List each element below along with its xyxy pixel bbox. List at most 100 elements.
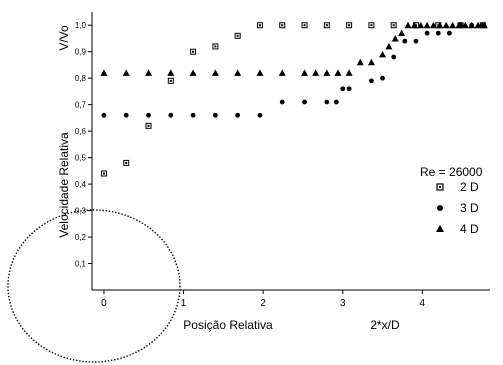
- y-ticks: 0,10,20,30,40,50,60,70,80,91,0: [75, 21, 92, 269]
- legend-item-2d: 2 D: [436, 180, 479, 194]
- point-square: [256, 22, 263, 29]
- y-tick-label: 0,6: [75, 127, 87, 136]
- point-square: [145, 122, 152, 129]
- point-triangle: [410, 21, 418, 29]
- point-triangle: [449, 21, 457, 29]
- y-tick-label: 0,8: [75, 74, 87, 83]
- point-triangle: [423, 21, 431, 29]
- point-triangle: [211, 69, 219, 76]
- point-square: [100, 170, 107, 177]
- point-circle: [123, 112, 129, 118]
- point-triangle: [398, 29, 406, 37]
- point-circle: [235, 112, 241, 118]
- point-circle: [168, 112, 174, 118]
- x-tick-label: 4: [420, 298, 426, 309]
- point-triangle: [234, 69, 242, 76]
- legend-label-4d: 4 D: [460, 222, 479, 236]
- point-circle: [324, 99, 330, 105]
- point-circle: [212, 112, 218, 118]
- point-square: [190, 48, 197, 55]
- series-triangle: [100, 21, 488, 76]
- point-circle: [279, 99, 285, 105]
- legend-marker-circle: [437, 205, 443, 211]
- point-circle: [346, 86, 352, 92]
- legend-title: Re = 26000: [420, 165, 483, 179]
- point-triangle: [480, 21, 488, 29]
- point-circle: [340, 86, 346, 92]
- legend: Re = 26000 2 D 3 D 4 D: [420, 165, 483, 236]
- point-circle: [302, 99, 307, 105]
- point-circle: [190, 112, 196, 118]
- point-triangle: [429, 21, 437, 29]
- point-square: [123, 159, 130, 166]
- point-square: [346, 22, 353, 29]
- legend-item-4d: 4 D: [436, 222, 479, 236]
- y-tick-label: 1,0: [75, 21, 87, 30]
- point-triangle: [334, 69, 342, 76]
- point-square: [368, 22, 375, 29]
- point-triangle: [417, 21, 425, 29]
- point-square: [279, 22, 286, 29]
- point-circle: [447, 30, 452, 36]
- y-tick-label: 0,7: [75, 101, 87, 110]
- x-axis-label: Posição Relativa: [183, 318, 273, 332]
- point-triangle: [323, 69, 331, 76]
- series-layer: [100, 21, 488, 177]
- legend-marker-triangle: [436, 225, 444, 232]
- point-triangle: [189, 69, 197, 76]
- x-tick-label: 1: [181, 298, 187, 309]
- point-triangle: [474, 21, 482, 29]
- y-tick-label: 0,4: [75, 180, 87, 189]
- x-axis-label-right: 2*x/D: [370, 318, 400, 332]
- x-tick-label: 2: [260, 298, 266, 309]
- x-ticks: 0 1 2 3 4: [101, 290, 426, 309]
- y-tick-label: 0,2: [75, 233, 87, 242]
- point-triangle: [367, 58, 375, 66]
- point-circle: [413, 38, 419, 44]
- point-circle: [391, 54, 397, 60]
- point-triangle: [379, 50, 387, 58]
- point-triangle: [461, 21, 469, 29]
- y-axis-label-top: V/Vo: [57, 25, 71, 51]
- point-square: [212, 43, 219, 50]
- x-tick-label: 3: [340, 298, 346, 309]
- point-triangle: [145, 69, 153, 76]
- point-triangle: [100, 69, 108, 76]
- point-circle: [402, 38, 408, 44]
- point-square: [167, 77, 174, 84]
- series-square: [100, 22, 486, 177]
- point-triangle: [345, 69, 353, 76]
- point-square: [301, 22, 308, 29]
- y-tick-label: 0,9: [75, 48, 87, 57]
- point-circle: [101, 112, 107, 118]
- y-tick-label: 0,1: [75, 260, 87, 269]
- point-triangle: [391, 34, 399, 42]
- point-triangle: [256, 69, 264, 76]
- point-circle: [380, 75, 385, 81]
- point-triangle: [301, 69, 309, 76]
- point-triangle: [385, 42, 393, 50]
- point-circle: [435, 30, 441, 36]
- point-square: [323, 22, 330, 29]
- point-square: [234, 32, 241, 39]
- point-circle: [424, 30, 430, 36]
- point-circle: [368, 78, 374, 84]
- point-circle: [257, 112, 263, 118]
- legend-item-3d: 3 D: [437, 201, 479, 215]
- point-triangle: [455, 21, 463, 29]
- legend-marker-square: [436, 183, 444, 191]
- point-triangle: [436, 21, 444, 29]
- legend-label-2d: 2 D: [460, 180, 479, 194]
- legend-label-3d: 3 D: [460, 201, 479, 215]
- series-circle: [101, 22, 486, 118]
- point-triangle: [442, 21, 450, 29]
- y-tick-label: 0,5: [75, 154, 87, 163]
- y-axis-label: Velocidade Relativa: [57, 132, 71, 238]
- dotted-ellipse: [7, 209, 181, 363]
- point-triangle: [278, 69, 286, 76]
- point-triangle: [167, 69, 175, 76]
- point-circle: [333, 99, 339, 105]
- x-tick-label: 0: [101, 298, 107, 309]
- point-square: [390, 22, 397, 29]
